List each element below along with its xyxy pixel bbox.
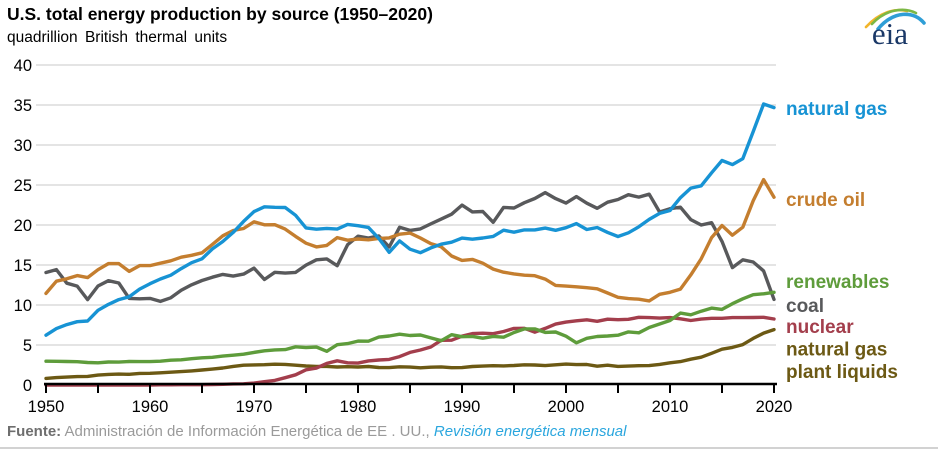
x-tick-label: 2010 — [652, 398, 689, 416]
eia-logo: eia — [864, 8, 926, 50]
series-line-natural-gas-plant-liquids — [44, 327, 776, 381]
series-label-renewables: renewables — [786, 272, 890, 293]
source-link[interactable]: Revisión energética mensual — [433, 423, 627, 440]
source-text: Administración de Información Energética… — [61, 423, 434, 440]
x-tick-label: 2000 — [548, 398, 585, 416]
bottom-divider — [0, 447, 938, 449]
x-tick-label: 1960 — [132, 398, 169, 416]
series-line-natural-gas — [44, 102, 776, 337]
x-axis — [44, 382, 777, 393]
y-tick-label: 35 — [14, 97, 32, 115]
series-line-coal — [44, 190, 776, 304]
source-label: Fuente: — [7, 423, 62, 440]
series-label-natural-gas: natural gas — [786, 99, 887, 120]
page-title: U.S. total energy production by source (… — [7, 4, 433, 24]
chart-unit-subtitle: quadrillion British thermal units — [7, 29, 228, 46]
y-tick-label: 10 — [14, 297, 32, 315]
series-line-crude-oil — [44, 177, 776, 303]
eia-logo-text: eia — [872, 16, 908, 50]
series-label-nuclear: nuclear — [786, 317, 854, 338]
series-label-natural-gas-plant-liquids: natural gas — [786, 340, 887, 361]
y-tick-label: 5 — [23, 337, 32, 355]
series-line-nuclear — [44, 315, 776, 387]
y-tick-label: 15 — [14, 257, 32, 275]
eia-logo-arc-green-icon — [870, 8, 918, 26]
x-axis-labels: 1950 1960 1970 1980 1990 2000 2010 2020 — [28, 398, 793, 416]
x-tick-label: 1990 — [444, 398, 481, 416]
y-tick-label: 20 — [14, 217, 32, 235]
y-tick-label: 25 — [14, 177, 32, 195]
y-tick-label: 40 — [14, 57, 32, 75]
series-line-renewables — [44, 290, 776, 365]
source-attribution: Fuente: Administración de Información En… — [7, 423, 626, 440]
x-tick-label: 1970 — [236, 398, 273, 416]
y-axis-labels: 0 5 10 15 20 25 30 35 40 — [14, 57, 32, 395]
eia-logo-arc-blue-icon — [876, 12, 926, 31]
series-label-coal: coal — [786, 296, 824, 317]
series-label-natural-gas-plant-liquids: plant liquids — [786, 362, 898, 383]
x-tick-label: 2020 — [756, 398, 793, 416]
y-tick-label: 0 — [23, 377, 32, 395]
x-tick-label: 1980 — [340, 398, 377, 416]
y-tick-label: 30 — [14, 137, 32, 155]
series-label-crude-oil: crude oil — [786, 190, 865, 211]
x-tick-label: 1950 — [28, 398, 65, 416]
gridlines — [36, 64, 776, 346]
